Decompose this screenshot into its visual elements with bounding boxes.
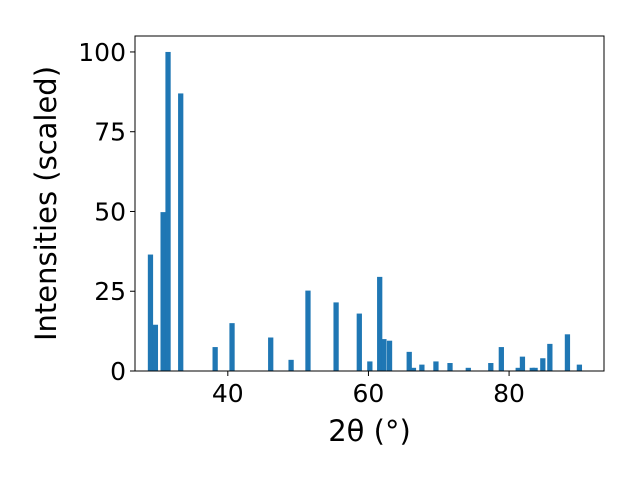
y-tick-label: 0 [110,357,126,386]
bar [356,313,362,371]
y-tick-label: 25 [94,277,126,306]
x-tick-label: 80 [493,379,525,408]
bar [406,351,412,371]
bar [564,334,571,371]
x-tick-label: 40 [212,379,244,408]
bar [488,363,494,371]
bar [147,254,154,371]
bar [229,323,235,371]
y-tick-label: 50 [94,197,126,226]
bar [160,212,166,371]
bar [268,337,274,371]
bars-group [147,51,583,372]
bar [410,367,417,371]
bar [305,290,311,371]
bar [498,347,504,371]
bar [152,324,159,371]
bar [433,361,439,371]
ticks-group: 40 60 80 0 25 50 75 100 [78,38,525,408]
y-tick-label: 75 [94,118,126,147]
bar [532,367,538,371]
bar [576,364,583,371]
bar [165,51,171,371]
bar [288,359,294,371]
bar [519,356,526,371]
bar [212,347,218,371]
bar [465,367,471,371]
bar [381,339,387,371]
bar [515,367,521,371]
bar [367,361,373,371]
bar [386,340,393,371]
bar [547,343,553,371]
x-tick-label: 60 [353,379,385,408]
x-axis-label: 2θ (°) [328,414,411,448]
bar [529,367,535,371]
bar [419,364,425,371]
bar [540,358,546,371]
y-axis-label: Intensities (scaled) [29,66,63,341]
bar [333,302,339,371]
plot-frame [134,35,605,372]
bar [447,363,453,371]
bar [377,276,383,371]
y-tick-label: 100 [78,38,126,67]
bar [178,93,184,372]
